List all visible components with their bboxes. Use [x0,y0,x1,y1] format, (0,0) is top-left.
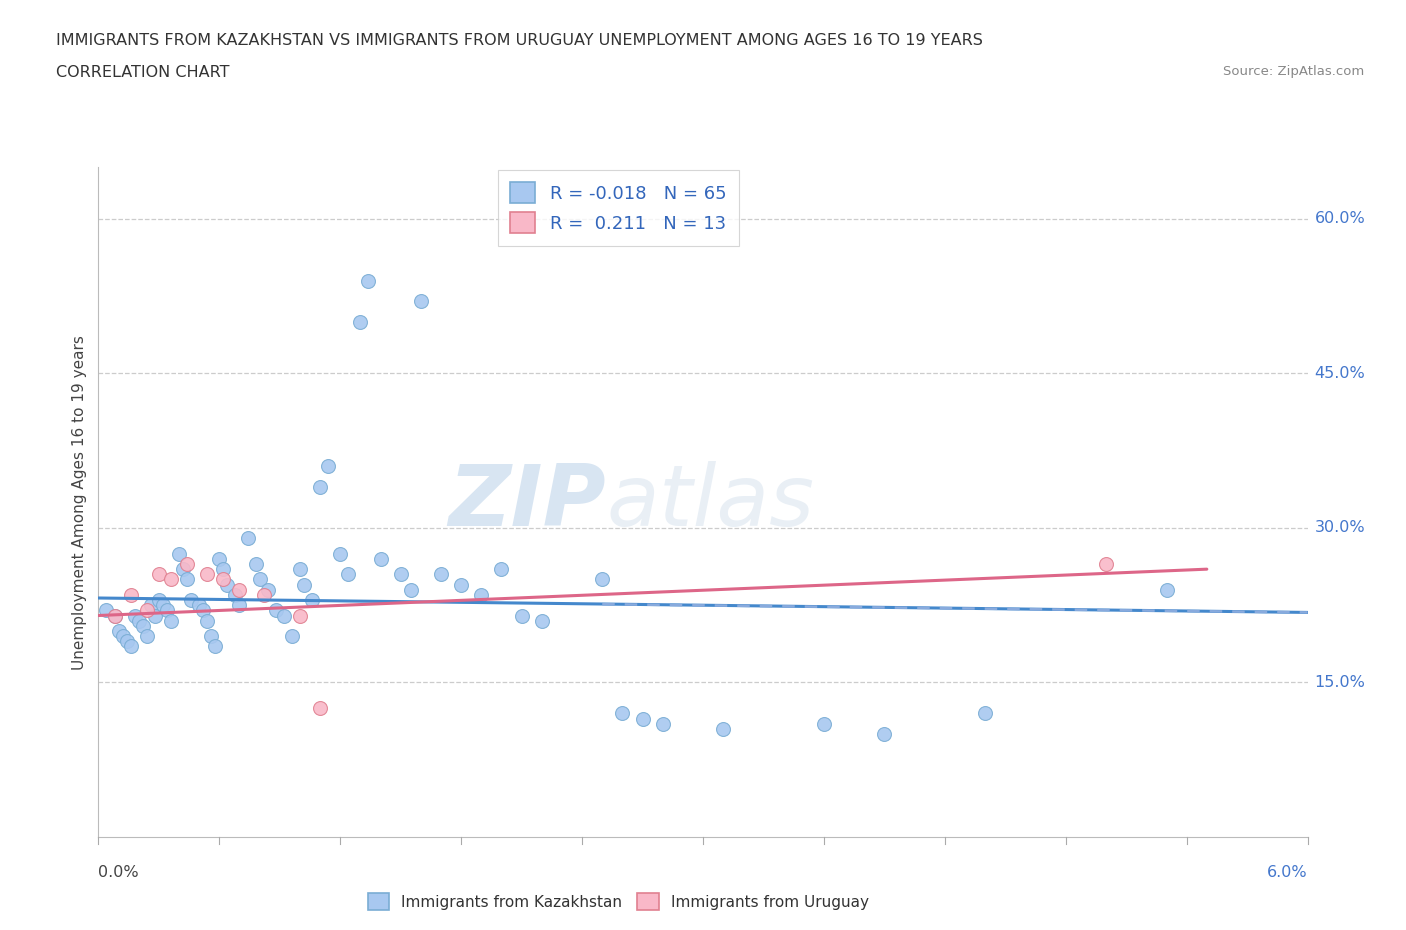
Point [212,562,235,577]
Point [176,572,198,587]
Text: 15.0%: 15.0% [1315,675,1365,690]
Point [128,613,150,628]
Text: atlas: atlas [606,460,814,544]
Point [224,588,246,603]
Point [631,711,654,726]
Point [591,572,613,587]
Point [309,479,332,494]
Text: 0.0%: 0.0% [98,865,139,880]
Point [160,613,183,628]
Point [135,629,157,644]
Point [253,588,276,603]
Point [132,618,155,633]
Point [195,613,218,628]
Point [1156,582,1178,597]
Point [148,592,170,607]
Point [180,592,202,607]
Point [120,588,142,603]
Point [204,639,226,654]
Point [200,629,222,644]
Point [188,598,211,613]
Point [288,562,311,577]
Point [349,314,371,329]
Point [160,572,183,587]
Point [148,567,170,582]
Point [357,273,380,288]
Point [208,551,231,566]
Point [273,608,295,623]
Text: 30.0%: 30.0% [1315,521,1365,536]
Point [172,562,194,577]
Point [236,531,259,546]
Text: 45.0%: 45.0% [1315,365,1365,381]
Point [292,578,315,592]
Point [264,603,287,618]
Point [143,608,166,623]
Point [470,588,492,603]
Point [873,726,896,741]
Point [329,546,352,561]
Point [530,613,553,628]
Text: CORRELATION CHART: CORRELATION CHART [56,65,229,80]
Point [120,639,142,654]
Text: ZIP: ZIP [449,460,606,544]
Point [813,716,835,731]
Point [399,582,422,597]
Point [135,603,157,618]
Point [450,578,472,592]
Text: Source: ZipAtlas.com: Source: ZipAtlas.com [1223,65,1364,78]
Point [96,603,118,618]
Point [256,582,278,597]
Point [301,592,323,607]
Point [111,629,134,644]
Y-axis label: Unemployment Among Ages 16 to 19 years: Unemployment Among Ages 16 to 19 years [72,335,87,670]
Point [103,608,125,623]
Point [309,701,332,716]
Point [193,603,215,618]
Legend: Immigrants from Kazakhstan, Immigrants from Uruguay: Immigrants from Kazakhstan, Immigrants f… [361,886,875,916]
Text: IMMIGRANTS FROM KAZAKHSTAN VS IMMIGRANTS FROM URUGUAY UNEMPLOYMENT AMONG AGES 16: IMMIGRANTS FROM KAZAKHSTAN VS IMMIGRANTS… [56,33,983,47]
Point [491,562,513,577]
Point [337,567,360,582]
Point [217,578,239,592]
Point [107,623,129,638]
Point [156,603,179,618]
Point [249,572,271,587]
Point [103,608,125,623]
Point [288,608,311,623]
Point [228,582,250,597]
Point [152,598,174,613]
Point [651,716,673,731]
Point [228,598,250,613]
Point [1095,556,1118,571]
Point [409,294,432,309]
Point [510,608,533,623]
Point [167,546,190,561]
Point [212,572,235,587]
Point [176,556,198,571]
Point [370,551,392,566]
Point [711,722,734,737]
Point [430,567,453,582]
Point [115,634,138,649]
Point [124,608,146,623]
Text: 6.0%: 6.0% [1267,865,1308,880]
Point [389,567,412,582]
Point [245,556,267,571]
Point [316,458,339,473]
Point [974,706,997,721]
Point [195,567,218,582]
Text: 60.0%: 60.0% [1315,211,1365,226]
Point [612,706,634,721]
Point [139,598,162,613]
Point [281,629,304,644]
